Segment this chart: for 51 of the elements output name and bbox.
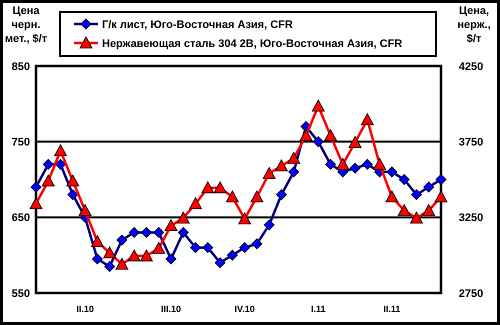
- y-tick-label: 750: [12, 136, 30, 149]
- point: [324, 129, 337, 142]
- y2-tick-label: 3250: [458, 212, 484, 224]
- y-tick-label: 550: [12, 288, 30, 300]
- point: [410, 212, 423, 224]
- point: [348, 136, 362, 148]
- point: [422, 204, 436, 216]
- point: [189, 197, 202, 210]
- point: [90, 235, 104, 247]
- point: [373, 158, 386, 170]
- point: [78, 204, 92, 216]
- point: [434, 190, 448, 202]
- y2-tick-label: 2750: [458, 288, 484, 300]
- point: [214, 181, 226, 194]
- point: [152, 242, 166, 254]
- x-tick-label: II.11: [383, 304, 400, 314]
- point: [398, 204, 411, 216]
- point: [54, 144, 67, 156]
- point: [226, 190, 239, 202]
- point: [250, 190, 264, 202]
- point: [128, 250, 141, 262]
- point: [360, 113, 374, 126]
- legend-label: Нержавеющая сталь 304 2B, Юго-Восточная Азия, CFR: [102, 38, 402, 50]
- y-tick-label: 850: [12, 60, 30, 73]
- point: [30, 197, 42, 210]
- point: [262, 167, 276, 179]
- point: [300, 129, 312, 142]
- point: [140, 250, 153, 262]
- y2-tick-label: 3750: [458, 136, 484, 149]
- point: [176, 212, 190, 224]
- legend-label: Г/к лист, Юго-Восточная Азия, CFR: [102, 18, 293, 31]
- x-tick-label: IV.10: [234, 304, 255, 314]
- x-tick-label: III.10: [160, 304, 182, 314]
- x-tick-label: I.11: [311, 304, 326, 314]
- point: [116, 258, 128, 270]
- point: [287, 152, 300, 164]
- point: [103, 246, 116, 258]
- point: [386, 190, 398, 202]
- y2-axis-title: Цена, нерж., $/т: [457, 5, 491, 45]
- point: [238, 212, 252, 224]
- y-tick-label: 650: [12, 212, 30, 224]
- point: [201, 181, 214, 194]
- point: [336, 158, 350, 170]
- y2-tick-label: 4250: [458, 60, 484, 73]
- y-axis-title: Цена черн. мет., $/т: [4, 5, 48, 45]
- x-tick-label: II.10: [76, 304, 94, 314]
- point: [42, 174, 55, 186]
- point: [164, 219, 178, 232]
- point: [312, 100, 325, 112]
- point: [66, 174, 80, 186]
- point: [275, 159, 288, 172]
